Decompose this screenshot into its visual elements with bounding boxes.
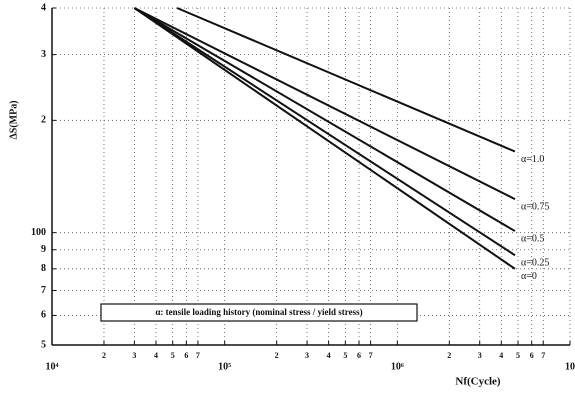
- x-tick-label: 5: [343, 351, 347, 360]
- series-line: [133, 7, 516, 257]
- x-tick-label: 6: [530, 351, 534, 360]
- x-tick-label: 10⁴: [46, 361, 59, 372]
- series-line: [133, 7, 516, 232]
- series-label: α=0.5: [521, 233, 544, 244]
- x-tick-label: 4: [327, 351, 331, 360]
- x-tick-label: 2: [447, 351, 451, 360]
- series-label: α=0.75: [521, 201, 549, 212]
- x-tick-label: 2: [102, 351, 106, 360]
- annotation-box: [100, 303, 418, 322]
- x-tick-label: 3: [132, 351, 136, 360]
- y-tick-label: 100: [31, 227, 46, 238]
- x-tick-label: 2: [275, 351, 279, 360]
- y-tick-label: 6: [41, 310, 46, 321]
- annotation: α: tensile loading history (nominal stre…: [155, 307, 362, 317]
- x-tick-label: 6: [357, 351, 361, 360]
- x-axis-label: Nf(Cycle): [455, 376, 501, 388]
- x-tick-label: 10⁶: [391, 361, 404, 372]
- x-tick-label: 3: [478, 351, 482, 360]
- x-tick-label: 4: [499, 351, 503, 360]
- series-label: α=0.25: [521, 258, 549, 269]
- x-tick-label: 3: [305, 351, 309, 360]
- series-line: [176, 7, 516, 153]
- series-label: α=0: [521, 271, 537, 282]
- series-label: α=1.0: [521, 154, 544, 165]
- x-tick-label: 7: [196, 351, 200, 360]
- series-line: [133, 7, 516, 270]
- y-tick-label: 2: [41, 115, 46, 126]
- y-tick-label: 7: [41, 285, 46, 296]
- x-tick-label: 7: [369, 351, 373, 360]
- x-tick-label: 5: [171, 351, 175, 360]
- x-tick-label: 4: [154, 351, 158, 360]
- y-tick-label: 4: [41, 2, 46, 13]
- series-line: [133, 7, 516, 201]
- y-tick-label: 9: [41, 244, 46, 255]
- x-tick-label: 10⁵: [218, 361, 231, 372]
- y-tick-label: 5: [41, 339, 46, 350]
- y-axis-label: ΔS(MPa): [8, 100, 19, 139]
- x-tick-label: 6: [184, 351, 188, 360]
- x-tick-label: 7: [541, 351, 545, 360]
- x-tick-label: 5: [516, 351, 520, 360]
- x-tick-label: 10: [565, 361, 575, 372]
- y-tick-label: 3: [41, 49, 46, 60]
- y-tick-label: 8: [41, 263, 46, 274]
